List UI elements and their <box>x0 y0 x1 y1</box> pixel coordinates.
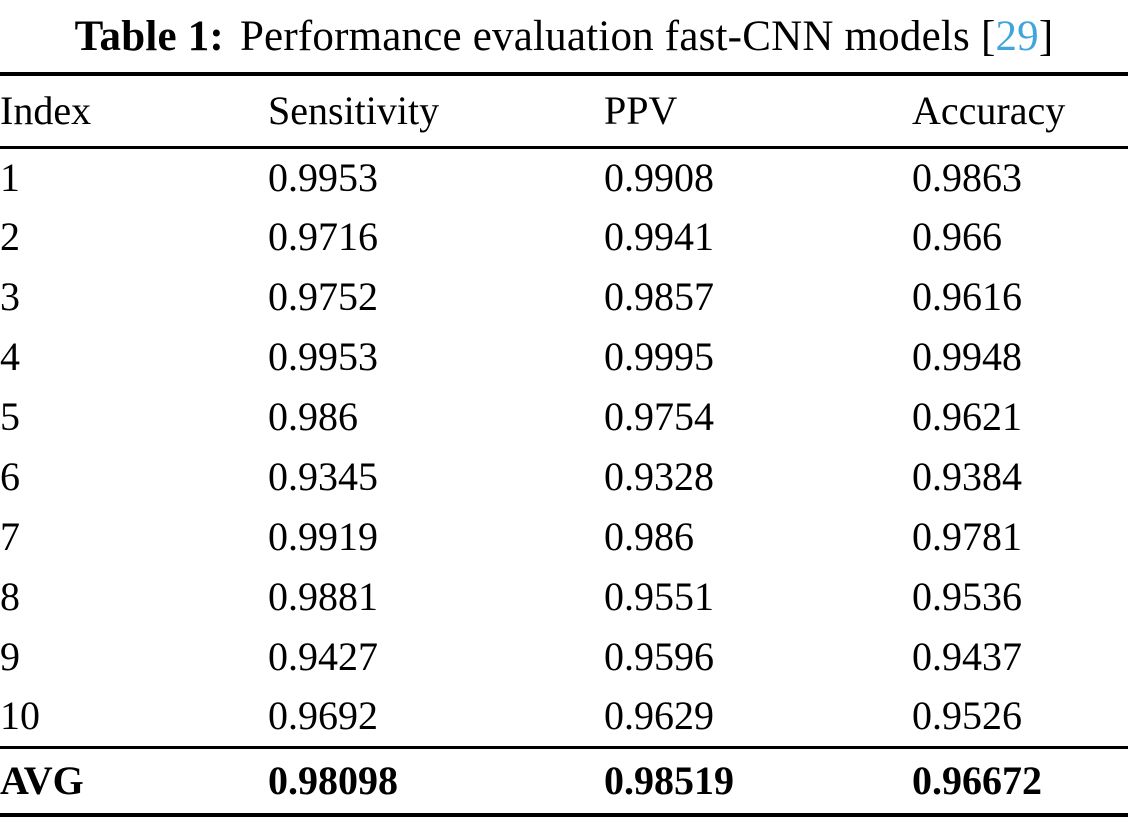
performance-table: Index Sensitivity PPV Accuracy 1 0.9953 0.… <box>0 72 1128 817</box>
value-cell: 0.9857 <box>604 274 714 319</box>
value-cell: 0.9752 <box>268 274 378 319</box>
value-cell: 0.9437 <box>912 634 1022 679</box>
value-cell: 0.9919 <box>268 514 378 559</box>
row-index-cell: 6 <box>0 454 20 499</box>
value-cell: 0.9596 <box>604 634 714 679</box>
value-cell: 0.9953 <box>268 334 378 379</box>
value-cell: 0.9908 <box>604 154 714 200</box>
row-index-cell: 5 <box>0 394 20 439</box>
value-cell: 0.9953 <box>268 154 378 200</box>
row-index-cell: 2 <box>0 214 20 259</box>
avg-ppv-cell: 0.98519 <box>604 757 734 803</box>
value-cell: 0.9716 <box>268 214 378 259</box>
value-cell: 0.9551 <box>604 574 714 619</box>
value-cell: 0.9384 <box>912 454 1022 499</box>
average-row: AVG 0.98098 0.98519 0.96672 <box>0 747 1128 815</box>
value-cell: 0.9881 <box>268 574 378 619</box>
value-cell: 0.9692 <box>268 693 378 739</box>
column-header-index: Index <box>0 87 92 133</box>
row-index-cell: 1 <box>0 154 20 200</box>
table-caption: Table 1: Performance evaluation fast-CNN… <box>0 0 1128 72</box>
caption-label: Table 1: <box>74 12 224 60</box>
value-cell: 0.9781 <box>912 514 1022 559</box>
table-body: 1 0.9953 0.9908 0.9863 2 0.9716 0.9941 0.966 3 0.… <box>0 147 1128 747</box>
value-cell: 0.9863 <box>912 154 1022 200</box>
value-cell: 0.9941 <box>604 214 714 259</box>
column-header-ppv: PPV <box>604 87 678 133</box>
value-cell: 0.9616 <box>912 274 1022 319</box>
header-row: Index Sensitivity PPV Accuracy <box>0 74 1128 147</box>
value-cell: 0.9427 <box>268 634 378 679</box>
value-cell: 0.986 <box>268 394 358 439</box>
table-row: 1 0.9953 0.9908 0.9863 <box>0 147 1128 207</box>
table-row: 6 0.9345 0.9328 0.9384 <box>0 447 1128 507</box>
table-row: 8 0.9881 0.9551 0.9536 <box>0 567 1128 627</box>
value-cell: 0.986 <box>604 514 694 559</box>
value-cell: 0.9995 <box>604 334 714 379</box>
table-row: 9 0.9427 0.9596 0.9437 <box>0 627 1128 687</box>
column-header-accuracy: Accuracy <box>912 87 1066 133</box>
value-cell: 0.9621 <box>912 394 1022 439</box>
avg-label-cell: AVG <box>0 757 84 803</box>
caption-text: Performance evaluation fast-CNN models <box>239 12 970 60</box>
value-cell: 0.9328 <box>604 454 714 499</box>
table-row: 4 0.9953 0.9995 0.9948 <box>0 327 1128 387</box>
row-index-cell: 3 <box>0 274 20 319</box>
value-cell: 0.9754 <box>604 394 714 439</box>
table-row: 7 0.9919 0.986 0.9781 <box>0 507 1128 567</box>
table-row: 10 0.9692 0.9629 0.9526 <box>0 687 1128 747</box>
row-index-cell: 8 <box>0 574 20 619</box>
avg-accuracy-cell: 0.96672 <box>912 757 1042 803</box>
value-cell: 0.9526 <box>912 693 1022 739</box>
citation-bracket-open: [ <box>980 12 996 60</box>
value-cell: 0.9629 <box>604 693 714 739</box>
row-index-cell: 4 <box>0 334 20 379</box>
value-cell: 0.966 <box>912 214 1002 259</box>
citation-bracket-close: ] <box>1038 12 1054 60</box>
value-cell: 0.9536 <box>912 574 1022 619</box>
value-cell: 0.9948 <box>912 334 1022 379</box>
table-row: 3 0.9752 0.9857 0.9616 <box>0 267 1128 327</box>
row-index-cell: 10 <box>0 693 40 739</box>
column-header-sensitivity: Sensitivity <box>268 87 440 133</box>
table-row: 5 0.986 0.9754 0.9621 <box>0 387 1128 447</box>
row-index-cell: 9 <box>0 634 20 679</box>
row-index-cell: 7 <box>0 514 20 559</box>
table-row: 2 0.9716 0.9941 0.966 <box>0 207 1128 267</box>
avg-sensitivity-cell: 0.98098 <box>268 757 398 803</box>
value-cell: 0.9345 <box>268 454 378 499</box>
citation-link[interactable]: 29 <box>995 12 1039 60</box>
table-header: Index Sensitivity PPV Accuracy <box>0 74 1128 147</box>
